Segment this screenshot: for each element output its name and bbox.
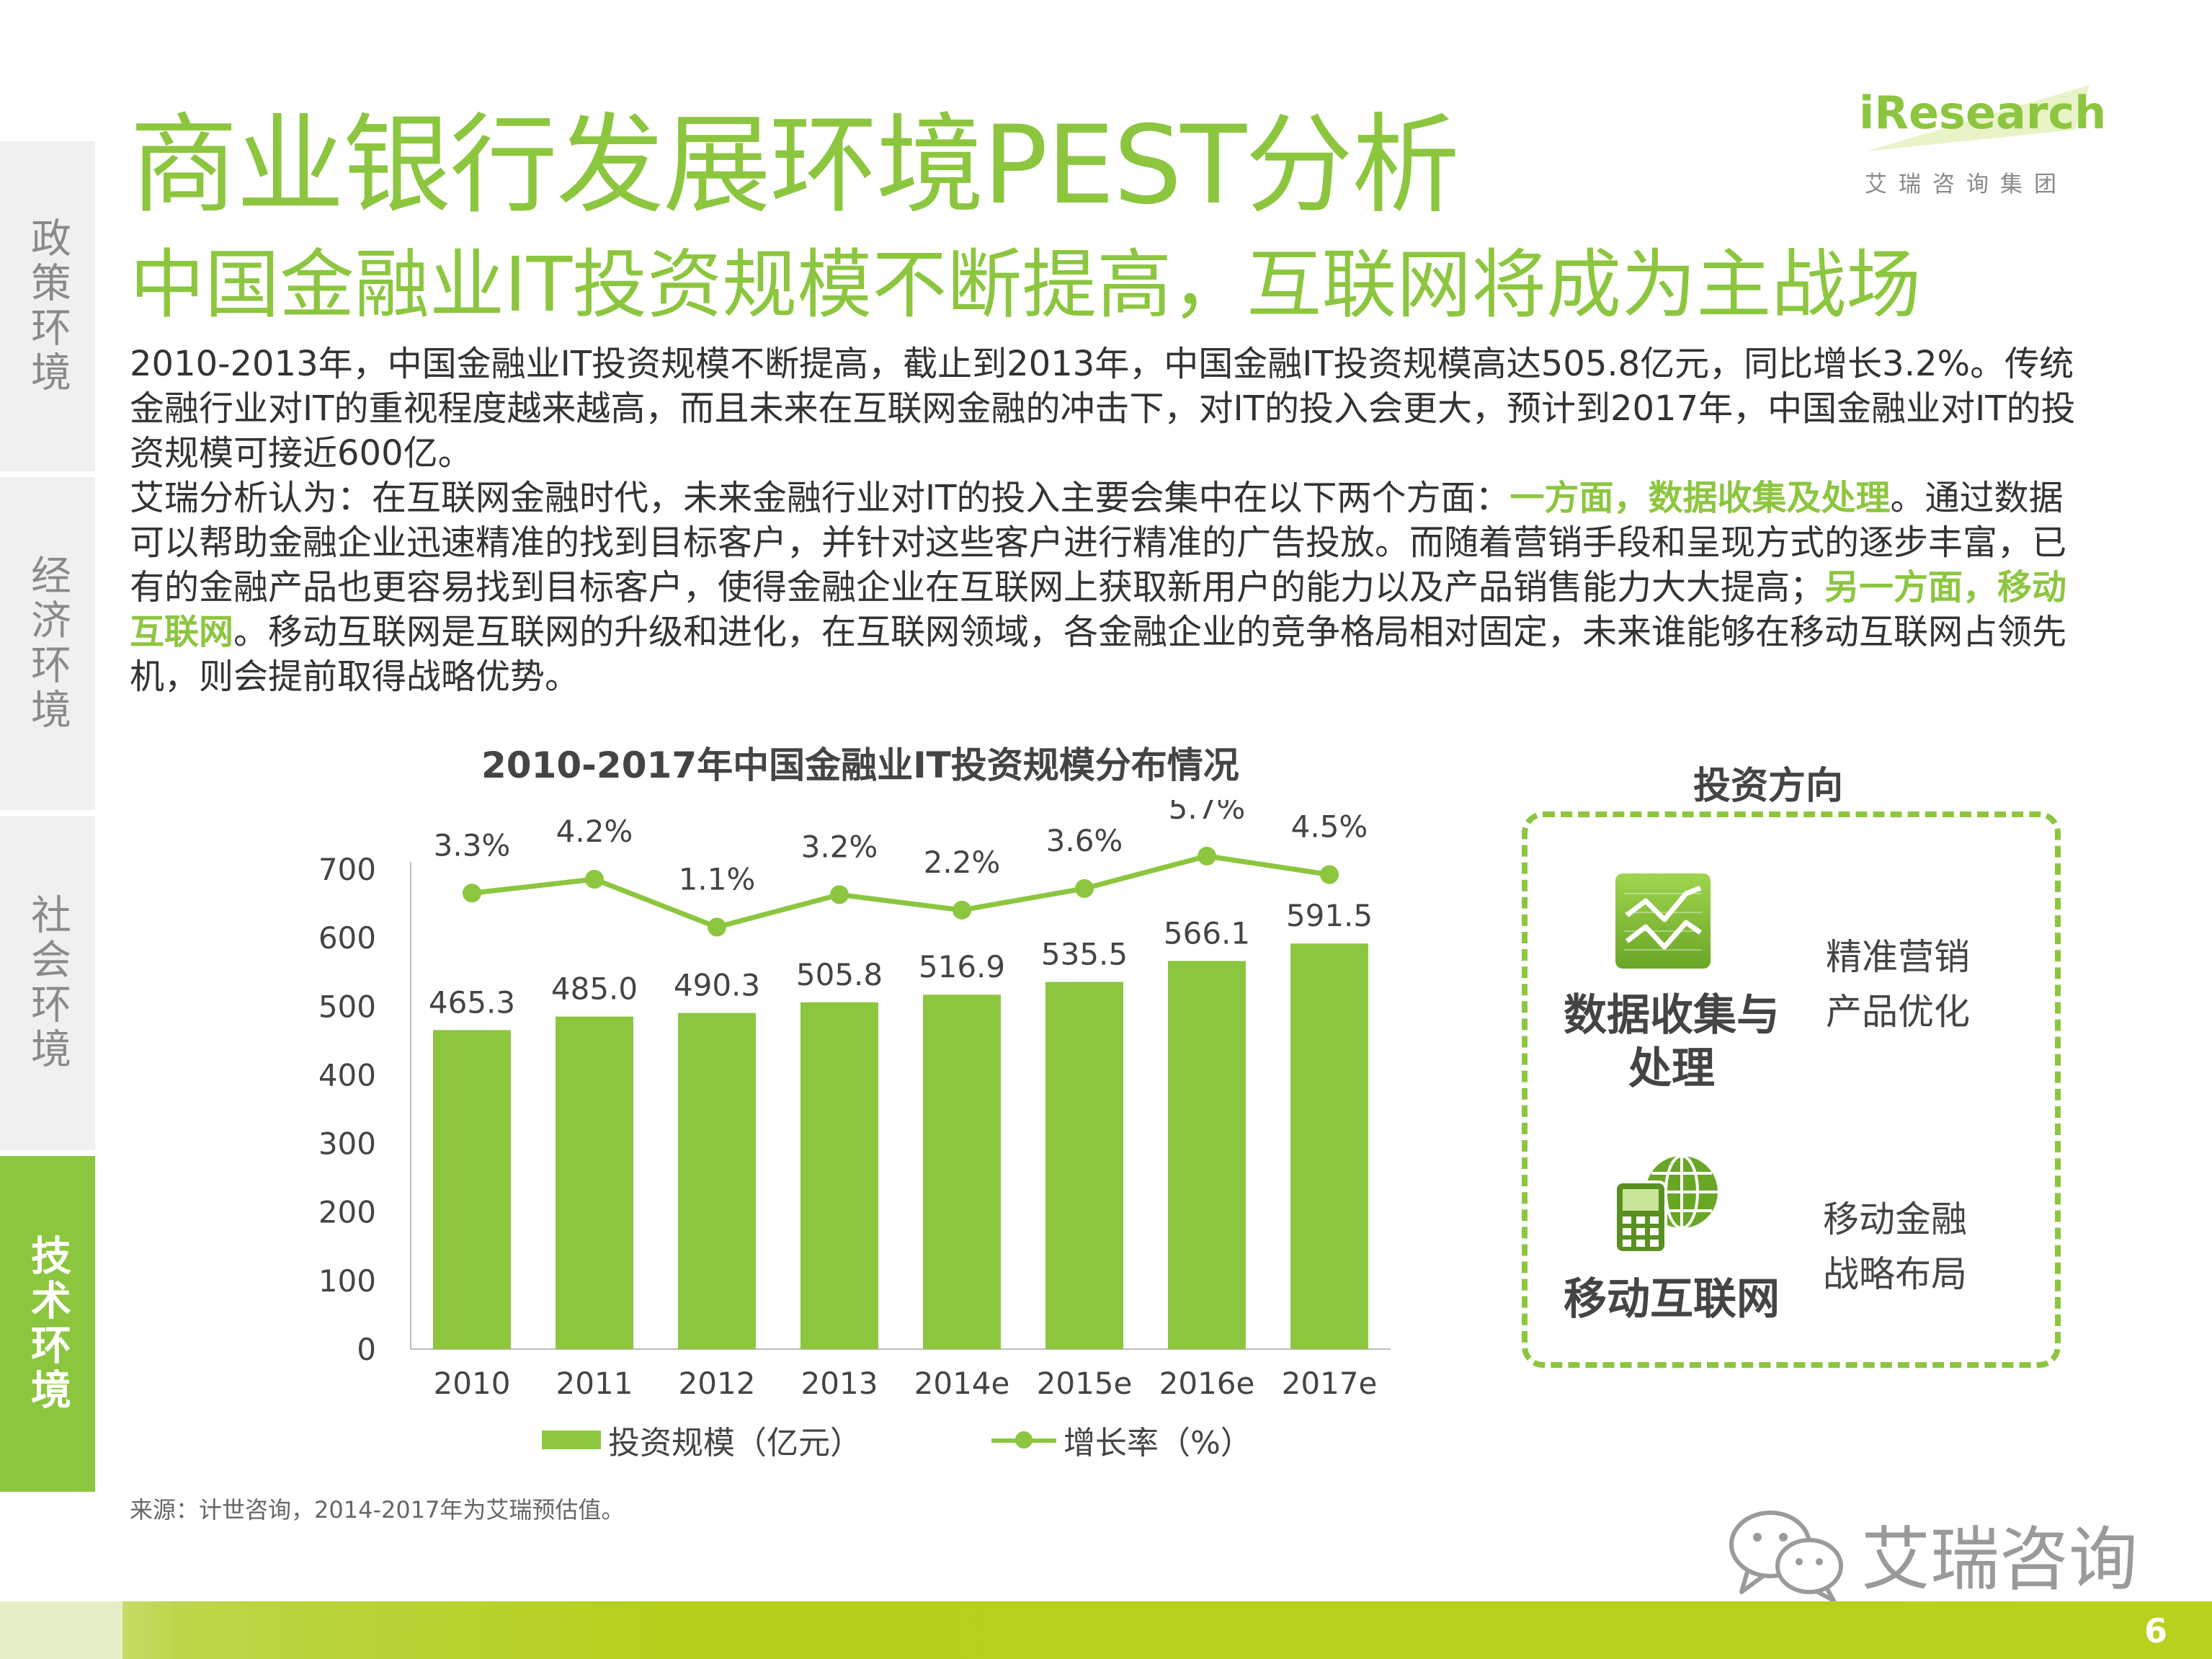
body-text-segment: 。移动互联网是互联网的升级和进化，在互联网领域，各金融企业的竞争格局相对固定，未… [130, 612, 2067, 697]
iresearch-logo: iResearch 艾瑞咨询集团 [1859, 79, 2106, 197]
direction-note-product-optimization: 产品优化 [1826, 991, 1970, 1033]
bar [1290, 943, 1368, 1349]
y-tick-label: 200 [318, 1195, 376, 1230]
growth-line [471, 853, 1330, 930]
side-tab-label: 社会环境 [24, 894, 71, 1072]
growth-point [1198, 846, 1216, 866]
body-text: 2010-2013年，中国金融业IT投资规模不断提高，截止到2013年，中国金融… [130, 342, 2090, 699]
chart-trend-icon [1615, 873, 1711, 969]
investment-chart: 0 100 200 300 400 500 600 700 465.3 2010 485.0 2011… [318, 800, 1391, 1401]
logo-swoosh-icon [1866, 85, 2090, 151]
bar [923, 995, 1001, 1349]
growth-point [953, 900, 971, 920]
body-paragraph-1: 2010-2013年，中国金融业IT投资规模不断提高，截止到2013年，中国金融… [130, 344, 2076, 473]
bar-data-label: 490.3 [674, 968, 760, 1003]
wechat-watermark: 艾瑞咨询 [1726, 1503, 2138, 1604]
side-tab-label: 经济环境 [24, 554, 71, 733]
wechat-text: 艾瑞咨询 [1861, 1518, 2138, 1600]
mobile-globe-icon [1614, 1155, 1718, 1254]
side-tab-society[interactable]: 社会环境 [0, 816, 95, 1150]
bar-data-label: 505.8 [796, 957, 883, 992]
bar [800, 1002, 878, 1349]
direction-note-precise-marketing: 精准营销 [1826, 936, 1970, 978]
side-tab-label: 技术环境 [24, 1235, 71, 1413]
y-tick-label: 300 [318, 1126, 376, 1162]
highlight-data-collection: 一方面，数据收集及处理 [1509, 478, 1891, 518]
y-tick-label: 100 [318, 1263, 376, 1299]
x-tick-label: 2017e [1282, 1366, 1378, 1401]
growth-data-label: 4.5% [1291, 809, 1368, 845]
legend-bar-label: 投资规模（亿元） [608, 1425, 862, 1462]
direction-note-mobile-finance: 移动金融 [1823, 1198, 1967, 1240]
x-tick-label: 2010 [434, 1366, 511, 1401]
page-title: 商业银行发展环境PEST分析 [130, 103, 1460, 228]
direction-label-mobile: 移动互联网 [1564, 1274, 1780, 1325]
growth-point [830, 885, 849, 904]
logo-brand-text: iResearch [1859, 86, 2107, 139]
bar [556, 1016, 633, 1349]
y-tick-label: 0 [357, 1332, 376, 1367]
legend-bar-swatch [542, 1431, 601, 1449]
direction-label-data: 数据收集与处理 [1564, 990, 1780, 1094]
bar-data-label: 535.5 [1041, 937, 1128, 972]
source-note: 来源：计世咨询，2014-2017年为艾瑞预估值。 [130, 1496, 625, 1524]
investment-box [1522, 811, 2061, 1368]
side-tab-economy[interactable]: 经济环境 [0, 477, 95, 810]
x-tick-label: 2015e [1037, 1366, 1133, 1401]
y-tick-label: 700 [318, 852, 376, 887]
bar-data-label: 516.9 [919, 949, 1005, 984]
direction-note-strategy: 战略布局 [1823, 1253, 1967, 1295]
logo-brand-cn: 艾瑞咨询集团 [1865, 172, 2068, 197]
page-number: 6 [2144, 1611, 2167, 1650]
growth-point [463, 884, 481, 903]
bar [1045, 982, 1123, 1349]
growth-point [1075, 879, 1094, 898]
legend-bar: 投资规模（亿元） [542, 1417, 862, 1463]
body-text-segment: 艾瑞分析认为：在互联网金融时代，未来金融行业对IT的投入主要会集中在以下两个方面… [130, 478, 1510, 518]
bar-data-label: 566.1 [1164, 915, 1250, 951]
legend-line-label: 增长率（%） [1063, 1425, 1252, 1462]
bar [1168, 961, 1246, 1349]
page-subtitle: 中国金融业IT投资规模不断提高，互联网将成为主战场 [130, 241, 1922, 329]
growth-data-label: 3.6% [1046, 823, 1123, 858]
side-tab-label: 政策环境 [24, 217, 71, 396]
highlight-mobile-internet: 另一方面，移动互联网 [130, 567, 2067, 652]
x-tick-label: 2014e [914, 1366, 1010, 1401]
side-tab-policy[interactable]: 政策环境 [0, 141, 95, 471]
growth-data-label: 3.3% [434, 827, 511, 863]
growth-point [585, 870, 604, 889]
wechat-icon [1729, 1511, 1843, 1603]
growth-point [708, 917, 726, 937]
growth-data-label: 3.2% [801, 829, 878, 864]
legend-line-swatch [991, 1429, 1056, 1451]
body-text-segment: 。通过数据可以帮助金融企业迅速精准的找到目标客户，并针对这些客户进行精准的广告投… [130, 478, 2067, 608]
y-tick-label: 500 [318, 989, 376, 1024]
bar-data-label: 485.0 [551, 971, 638, 1007]
growth-data-label: 1.1% [679, 861, 756, 897]
y-tick-label: 400 [318, 1057, 376, 1093]
investment-title: 投资方向 [1693, 765, 1844, 808]
bar-data-label: 591.5 [1286, 898, 1373, 933]
growth-data-label: 2.2% [924, 845, 1001, 880]
bar [433, 1030, 511, 1349]
x-tick-label: 2016e [1159, 1366, 1255, 1401]
bar-data-label: 465.3 [429, 984, 515, 1020]
growth-data-label: 5.7% [1169, 800, 1246, 826]
legend-line: 增长率（%） [991, 1417, 1252, 1463]
growth-point [1320, 865, 1339, 884]
bar [678, 1013, 756, 1349]
x-tick-label: 2011 [556, 1366, 633, 1401]
body-paragraph-2: 艾瑞分析认为：在互联网金融时代，未来金融行业对IT的投入主要会集中在以下两个方面… [130, 476, 2090, 699]
y-tick-label: 600 [318, 920, 376, 956]
chart-title: 2010-2017年中国金融业IT投资规模分布情况 [481, 744, 1239, 786]
side-tab-technology[interactable]: 技术环境 [0, 1156, 95, 1492]
x-tick-label: 2012 [679, 1366, 756, 1401]
growth-data-label: 4.2% [556, 814, 633, 849]
x-tick-label: 2013 [801, 1366, 878, 1401]
footer-bar [0, 1601, 2212, 1659]
